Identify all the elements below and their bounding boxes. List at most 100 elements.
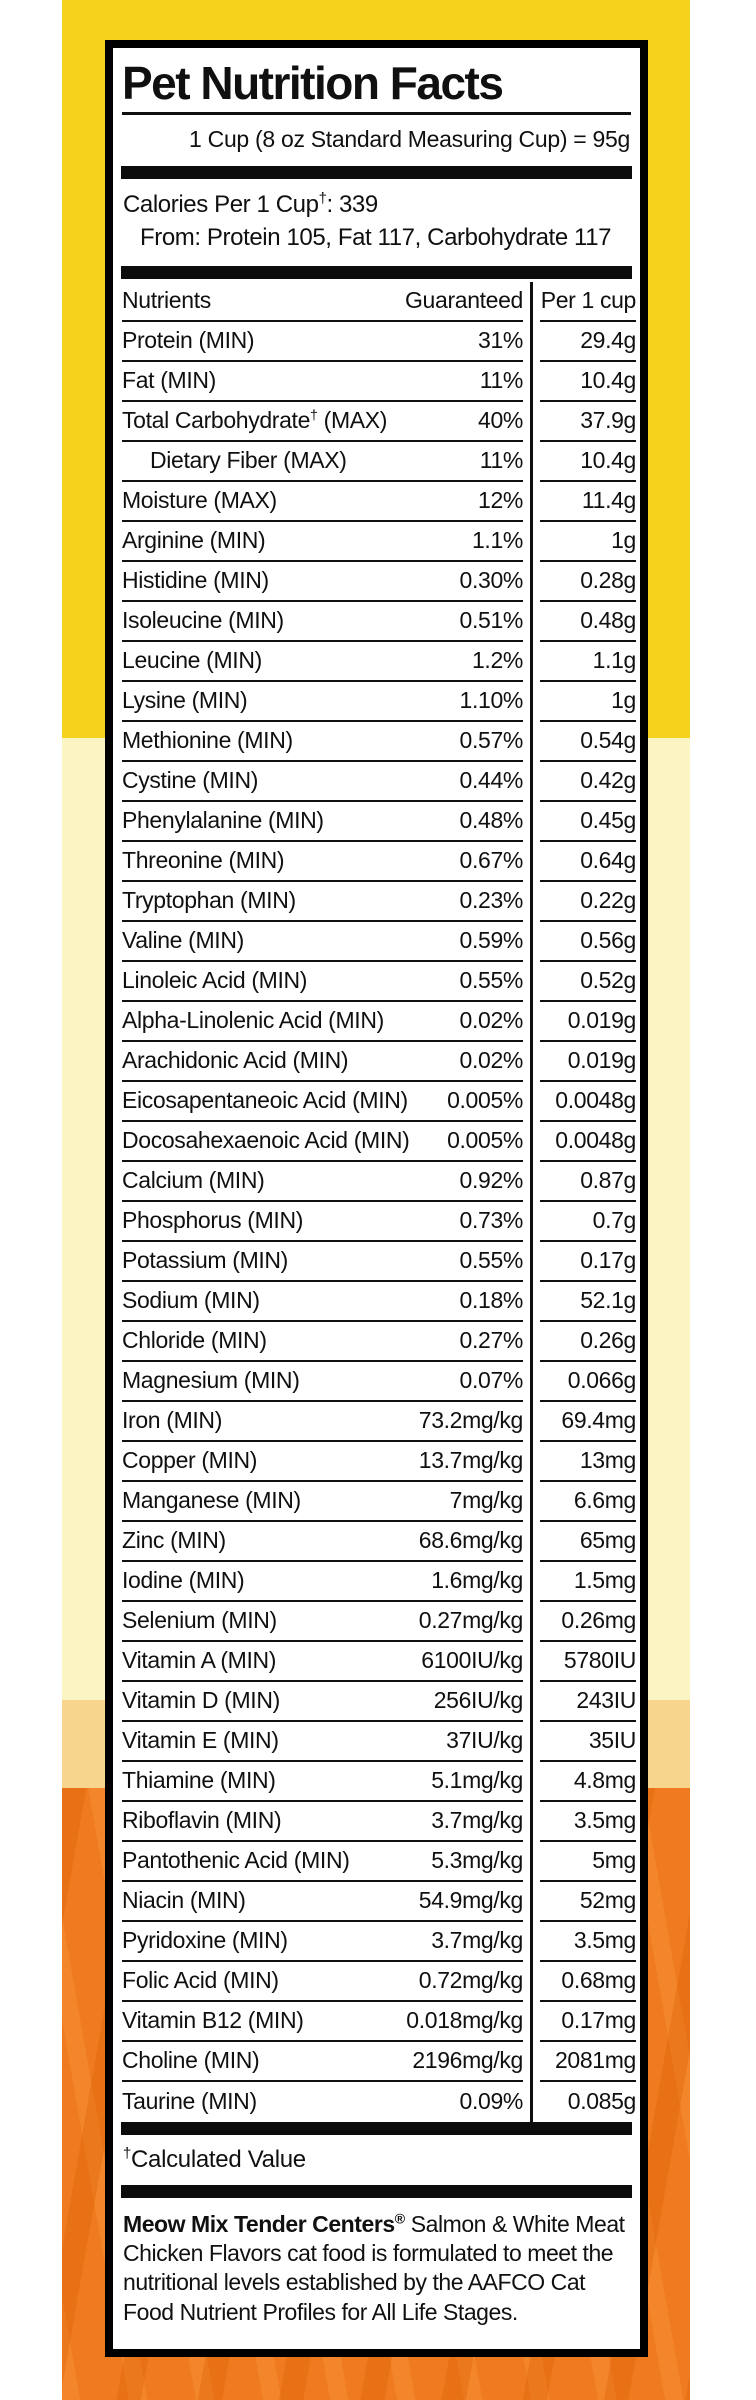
nutrient-name: Vitamin E (MIN): [122, 1727, 279, 1754]
guaranteed-value: 3.7mg/kg: [431, 1927, 523, 1954]
per-cup-value: 0.22g: [580, 887, 636, 914]
guaranteed-value: 0.51%: [459, 607, 524, 634]
per-cup-cell: 35IU: [530, 1721, 640, 1762]
per-cup-value: 2081mg: [554, 2047, 636, 2074]
per-cup-value: 10.4g: [580, 367, 636, 394]
guaranteed-value: 2196mg/kg: [412, 2047, 523, 2074]
guaranteed-value: 0.30%: [459, 567, 524, 594]
per-cup-value: 0.52g: [580, 967, 636, 994]
nutrient-name: Selenium (MIN): [122, 1607, 277, 1634]
nutrient-name: Total Carbohydrate† (MAX): [122, 407, 388, 434]
guaranteed-value: 1.6mg/kg: [431, 1567, 523, 1594]
table-row: Eicosapentaneoic Acid (MIN) 0.005% 0.004…: [113, 1081, 640, 1122]
per-cup-value: 52mg: [579, 1887, 636, 1914]
table-row: Manganese (MIN) 7mg/kg 6.6mg: [113, 1481, 640, 1522]
per-cup-value: 3.5mg: [573, 1927, 637, 1954]
per-cup-cell: 0.64g: [530, 841, 640, 882]
per-cup-cell: 6.6mg: [530, 1481, 640, 1522]
guaranteed-value: 0.73%: [459, 1207, 524, 1234]
nutrient-name: Protein (MIN): [122, 327, 255, 354]
per-cup-cell: 0.0048g: [530, 1081, 640, 1122]
guaranteed-value: 5.3mg/kg: [431, 1847, 523, 1874]
guaranteed-value: 0.02%: [459, 1007, 524, 1034]
per-cup-value: 1.1g: [592, 647, 637, 674]
per-cup-cell: 10.4g: [530, 441, 640, 482]
header-per-cup: Per 1 cup: [540, 282, 636, 322]
per-cup-cell: 0.26g: [530, 1321, 640, 1362]
nutrient-name: Alpha-Linolenic Acid (MIN): [122, 1007, 384, 1034]
guaranteed-value: 11%: [479, 367, 524, 394]
table-row: Copper (MIN) 13.7mg/kg 13mg: [113, 1441, 640, 1482]
table-row: Folic Acid (MIN) 0.72mg/kg 0.68mg: [113, 1961, 640, 2002]
serving-size-line: 1 Cup (8 oz Standard Measuring Cup) = 95…: [189, 125, 630, 152]
per-cup-cell: 0.085g: [530, 2081, 640, 2122]
per-cup-value: 0.17g: [580, 1247, 636, 1274]
nutrient-name: Chloride (MIN): [122, 1327, 267, 1354]
nutrient-name: Eicosapentaneoic Acid (MIN): [122, 1087, 408, 1114]
nutrient-name: Pantothenic Acid (MIN): [122, 1847, 350, 1874]
nutrient-name: Leucine (MIN): [122, 647, 262, 674]
nutrient-name: Dietary Fiber (MAX): [150, 447, 347, 474]
per-cup-cell: 0.066g: [530, 1361, 640, 1402]
table-row: Linoleic Acid (MIN) 0.55% 0.52g: [113, 961, 640, 1002]
table-row: Iron (MIN) 73.2mg/kg 69.4mg: [113, 1401, 640, 1442]
nutrient-name: Sodium (MIN): [122, 1287, 260, 1314]
nutrition-facts-panel: Pet Nutrition Facts 1 Cup (8 oz Standard…: [105, 40, 648, 2357]
per-cup-cell: 0.22g: [530, 881, 640, 922]
per-cup-value: 0.56g: [580, 927, 636, 954]
table-row: Magnesium (MIN) 0.07% 0.066g: [113, 1361, 640, 1402]
table-row: Arachidonic Acid (MIN) 0.02% 0.019g: [113, 1041, 640, 1082]
calculated-value-footnote: †Calculated Value: [113, 2135, 640, 2185]
per-cup-cell: 0.48g: [530, 601, 640, 642]
per-cup-value: 1g: [611, 527, 636, 554]
table-row: Iodine (MIN) 1.6mg/kg 1.5mg: [113, 1561, 640, 1602]
aafco-statement: Meow Mix Tender Centers® Salmon & White M…: [113, 2198, 640, 2328]
nutrient-name: Docosahexaenoic Acid (MIN): [122, 1127, 410, 1154]
calories-section: Calories Per 1 Cup†: 339 From: Protein 1…: [113, 179, 640, 266]
nutrient-name: Histidine (MIN): [122, 567, 269, 594]
table-row: Histidine (MIN) 0.30% 0.28g: [113, 561, 640, 602]
guaranteed-value: 31%: [478, 327, 523, 354]
table-row: Pantothenic Acid (MIN) 5.3mg/kg 5mg: [113, 1841, 640, 1882]
table-row: Taurine (MIN) 0.09% 0.085g: [113, 2081, 640, 2122]
nutrient-name: Riboflavin (MIN): [122, 1807, 282, 1834]
nutrient-name: Fat (MIN): [122, 367, 216, 394]
nutrient-name: Thiamine (MIN): [122, 1767, 276, 1794]
nutrients-table: Nutrients Guaranteed Per 1 cup Protein (…: [113, 281, 640, 2122]
per-cup-value: 0.17mg: [561, 2007, 636, 2034]
nutrient-name: Lysine (MIN): [122, 687, 248, 714]
table-row: Riboflavin (MIN) 3.7mg/kg 3.5mg: [113, 1801, 640, 1842]
nutrient-name: Pyridoxine (MIN): [122, 1927, 288, 1954]
nutrient-name: Vitamin B12 (MIN): [122, 2007, 304, 2034]
per-cup-value: 0.54g: [580, 727, 636, 754]
guaranteed-value: 0.92%: [459, 1167, 524, 1194]
nutrient-name: Calcium (MIN): [122, 1167, 265, 1194]
calories-label: Calories Per 1 Cup: [123, 190, 319, 218]
table-row: Phosphorus (MIN) 0.73% 0.7g: [113, 1201, 640, 1242]
per-cup-cell: 10.4g: [530, 361, 640, 402]
per-cup-cell: 4.8mg: [530, 1761, 640, 1802]
nutrient-name: Phenylalanine (MIN): [122, 807, 324, 834]
per-cup-value: 0.085g: [567, 2088, 637, 2115]
per-cup-cell: 29.4g: [530, 321, 640, 362]
per-cup-cell: 0.28g: [530, 561, 640, 602]
per-cup-value: 0.42g: [580, 767, 636, 794]
table-row: Tryptophan (MIN) 0.23% 0.22g: [113, 881, 640, 922]
per-cup-value: 0.48g: [580, 607, 636, 634]
per-cup-value: 0.0048g: [555, 1127, 636, 1154]
per-cup-value: 4.8mg: [573, 1767, 637, 1794]
per-cup-cell: 3.5mg: [530, 1921, 640, 1962]
guaranteed-value: 7mg/kg: [449, 1487, 524, 1514]
per-cup-value: 0.066g: [567, 1367, 637, 1394]
calories-from-line: From: Protein 105, Fat 117, Carbohydrate…: [140, 223, 612, 251]
per-cup-value: 10.4g: [580, 447, 636, 474]
guaranteed-value: 0.44%: [459, 767, 524, 794]
table-row: Threonine (MIN) 0.67% 0.64g: [113, 841, 640, 882]
per-cup-value: 0.45g: [580, 807, 636, 834]
nutrient-name: Manganese (MIN): [122, 1487, 301, 1514]
per-cup-cell: 52.1g: [530, 1281, 640, 1322]
guaranteed-value: 0.27%: [459, 1327, 524, 1354]
table-row: Phenylalanine (MIN) 0.48% 0.45g: [113, 801, 640, 842]
per-cup-cell: 0.56g: [530, 921, 640, 962]
nutrient-name: Linoleic Acid (MIN): [122, 967, 308, 994]
